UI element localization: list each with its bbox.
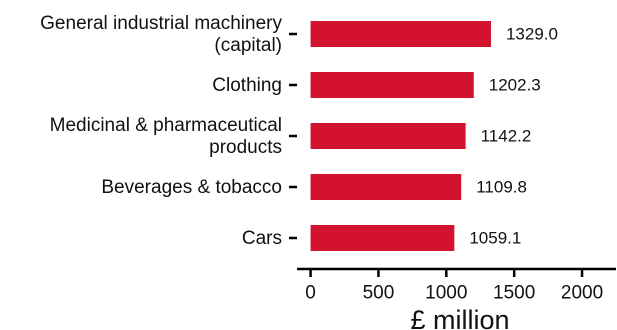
category-label-3: Beverages & tobacco <box>101 177 282 198</box>
x-ticks-group <box>309 269 584 277</box>
x-tick-label-3: 1500 <box>493 283 535 304</box>
category-label-line: Cars <box>242 228 282 249</box>
category-label-2: Medicinal & pharmaceutical products <box>50 115 282 158</box>
value-label-4: 1059.1 <box>469 229 521 248</box>
x-tick-labels-group: 0 500 1000 1500 2000 <box>305 283 603 304</box>
category-label-line: General industrial machinery <box>40 13 282 34</box>
bar-3 <box>310 174 462 200</box>
category-label-line: Medicinal & pharmaceutical <box>50 115 282 136</box>
bars-group <box>310 21 491 251</box>
value-label-1: 1202.3 <box>489 76 541 95</box>
category-label-line: Clothing <box>212 75 282 96</box>
value-label-0: 1329.0 <box>506 25 558 44</box>
category-labels-group: General industrial machinery (capital) Clo… <box>40 13 282 249</box>
category-label-line: products <box>209 137 282 158</box>
x-tick-label-4: 2000 <box>561 283 603 304</box>
x-tick-label-0: 0 <box>305 283 316 304</box>
bar-1 <box>310 72 474 98</box>
value-label-2: 1142.2 <box>481 127 532 146</box>
category-label-1: Clothing <box>212 75 282 96</box>
x-tick-label-1: 500 <box>363 283 395 304</box>
value-labels-group: 1329.0 1202.3 1142.2 1109.8 1059.1 <box>469 25 558 248</box>
value-label-3: 1109.8 <box>476 178 527 197</box>
bar-2 <box>310 123 466 149</box>
category-label-4: Cars <box>242 228 282 249</box>
category-label-line: Beverages & tobacco <box>101 177 282 198</box>
bar-0 <box>310 21 491 47</box>
category-ticks-group <box>289 32 297 240</box>
x-tick-label-2: 1000 <box>425 283 467 304</box>
category-label-line: (capital) <box>214 35 282 56</box>
category-label-0: General industrial machinery (capital) <box>40 13 282 56</box>
bar-4 <box>310 225 455 251</box>
x-axis-title: £ million <box>410 305 509 330</box>
